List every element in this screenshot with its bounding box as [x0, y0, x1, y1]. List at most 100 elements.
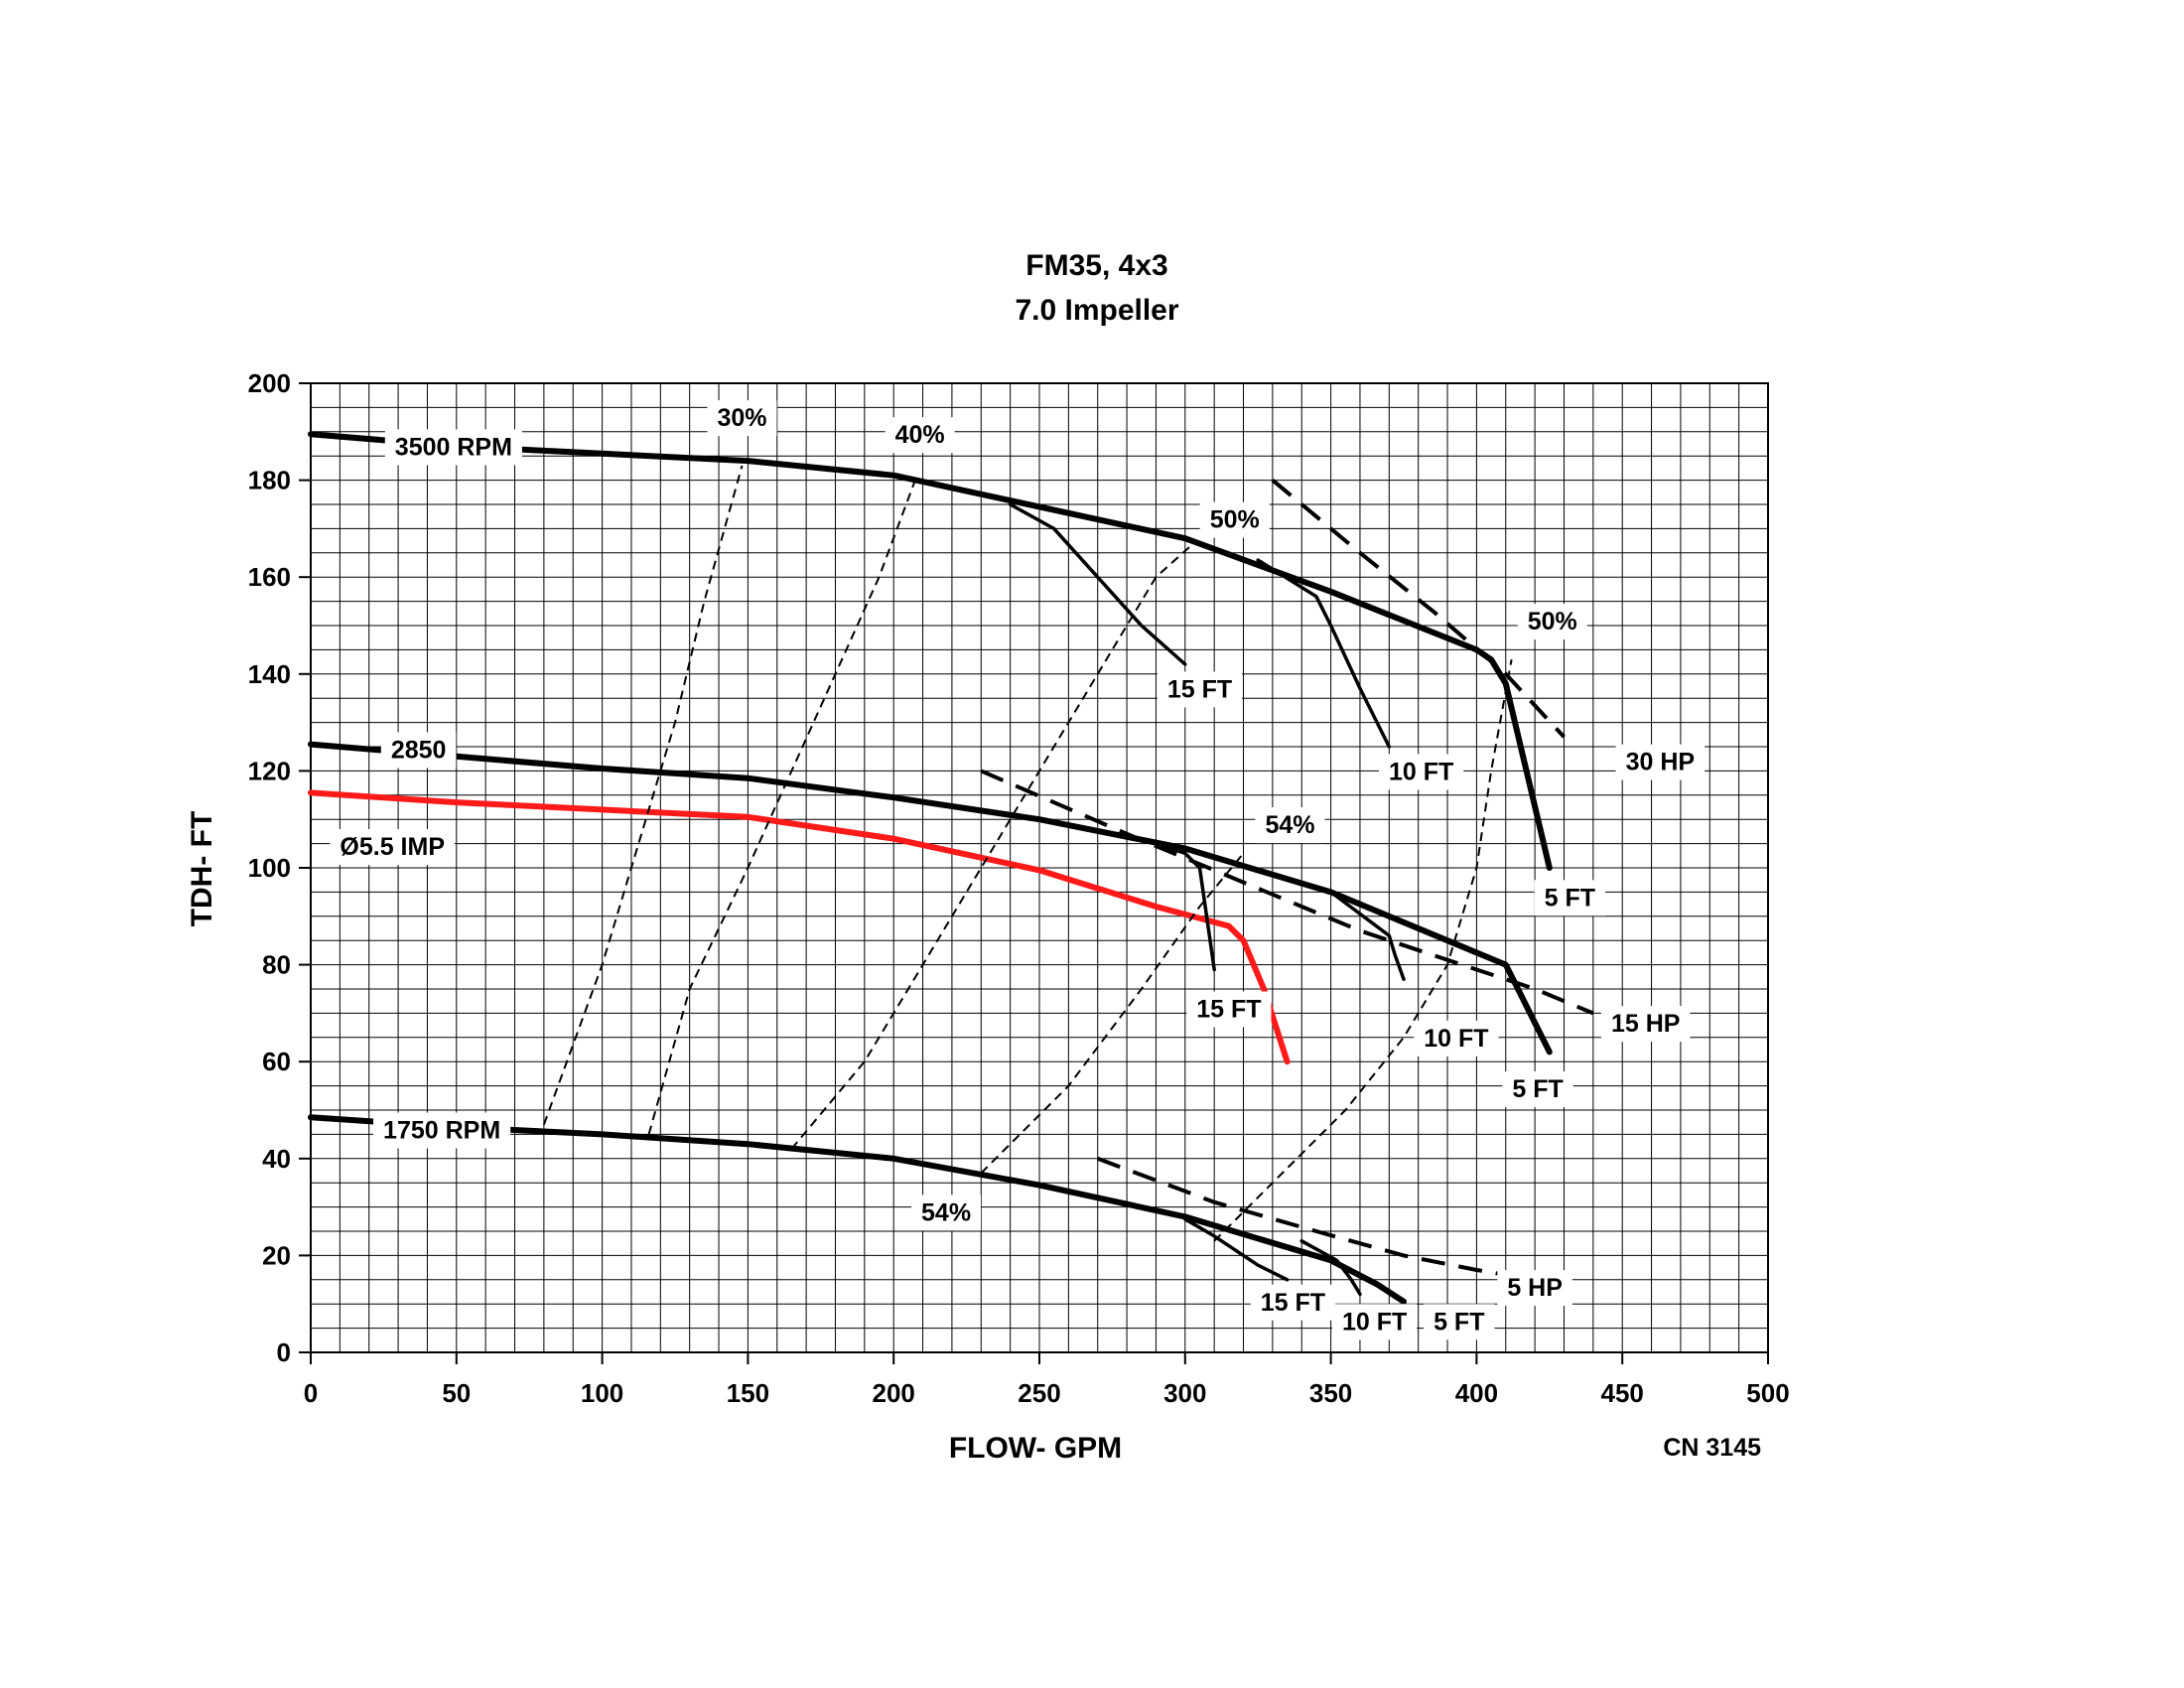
annotation-bg	[384, 429, 522, 466]
annotation-text: 30%	[718, 404, 767, 432]
y-tick-label: 60	[262, 1047, 291, 1076]
annotation-bg	[380, 732, 457, 769]
series-group	[308, 431, 1594, 1305]
annotation-bg	[1186, 991, 1272, 1028]
annotation-text: 15 FT	[1196, 996, 1261, 1024]
annotation-text: 5 FT	[1545, 884, 1595, 912]
annotation-label: 40%	[885, 417, 955, 454]
annotation-text: 54%	[921, 1198, 971, 1226]
annotation-bg	[911, 1195, 982, 1231]
annotation-bg	[885, 417, 955, 454]
annotation-label: 30 HP	[1615, 744, 1706, 780]
annotation-bg	[1250, 1284, 1336, 1321]
chart-title: FM35, 4x3	[1025, 249, 1167, 282]
annotation-text: 5 HP	[1507, 1274, 1563, 1302]
annotation-text: 30 HP	[1626, 749, 1695, 776]
annotation-text: 50%	[1210, 506, 1260, 534]
annotation-bg	[1331, 1304, 1418, 1340]
x-tick-label: 100	[581, 1378, 623, 1408]
annotation-bg	[330, 829, 456, 866]
series-line-4	[1008, 502, 1187, 666]
annotation-bg	[1502, 1071, 1573, 1108]
x-tick-label: 250	[1018, 1378, 1060, 1408]
annotation-text: 40%	[895, 421, 945, 449]
annotation-label: 15 HP	[1600, 1006, 1691, 1043]
y-tick-label: 20	[262, 1240, 291, 1270]
y-tick-label: 180	[248, 466, 291, 495]
series-line-9	[1299, 1239, 1362, 1297]
annotation-label: 10 FT	[1331, 1304, 1418, 1340]
annotation-label: 5 FT	[1534, 880, 1606, 916]
annotation-bg	[1497, 1270, 1572, 1307]
annotation-text: 15 FT	[1261, 1289, 1325, 1317]
annotation-text: 5 FT	[1433, 1308, 1484, 1336]
annotation-text: Ø5.5 IMP	[340, 833, 445, 861]
annotation-bg	[1517, 604, 1587, 640]
annotation-label: 5 FT	[1502, 1071, 1573, 1108]
y-tick-label: 200	[248, 368, 291, 398]
series-line-7	[1328, 890, 1406, 981]
x-axis-label: FLOW- GPM	[949, 1432, 1122, 1465]
series-line-15	[1271, 479, 1566, 739]
annotation-bg	[707, 400, 777, 437]
annotation-label: 5 HP	[1497, 1270, 1572, 1307]
x-tick-label: 150	[727, 1378, 769, 1408]
annotation-label: 54%	[1255, 807, 1325, 844]
series-2850	[308, 741, 1553, 1055]
series-line-12	[790, 542, 1195, 1150]
annotation-text: 10 FT	[1389, 758, 1453, 785]
annotation-label: 15 FT	[1250, 1284, 1336, 1321]
x-tick-label: 0	[304, 1378, 318, 1408]
x-tick-label: 50	[442, 1378, 471, 1408]
x-tick-label: 400	[1455, 1378, 1498, 1408]
y-tick-label: 80	[262, 950, 291, 980]
x-tick-label: 500	[1746, 1378, 1789, 1408]
annotation-text: 15 FT	[1167, 675, 1232, 703]
annotation-label: 54%	[911, 1195, 982, 1231]
series-line-5	[1256, 558, 1392, 749]
annotation-label: 10 FT	[1414, 1020, 1499, 1056]
annotation-bg	[1615, 744, 1706, 780]
annotation-bg	[1414, 1020, 1499, 1056]
x-tick-label: 200	[873, 1378, 915, 1408]
series-1750-rpm	[308, 1114, 1407, 1305]
y-axis-label: TDH- FT	[186, 811, 218, 927]
x-tick-label: 300	[1163, 1378, 1206, 1408]
annotation-label: 2850	[380, 732, 457, 769]
annotation-label: 1750 RPM	[373, 1112, 511, 1149]
annotation-label: Ø5.5 IMP	[330, 829, 456, 866]
series-line-13	[980, 852, 1245, 1175]
y-tick-label: 120	[248, 756, 291, 785]
axis-ticks: 0 50 100 150 200 250 300 350 400 450 500 0 20 40 60 80 1…	[248, 368, 1790, 1408]
annotation-text: 54%	[1265, 811, 1314, 839]
series--5-5-imp	[308, 789, 1291, 1065]
x-tick-label: 450	[1601, 1378, 1644, 1408]
y-tick-label: 100	[248, 853, 291, 883]
chart-code: CN 3145	[1663, 1434, 1761, 1462]
y-tick-label: 40	[262, 1144, 291, 1174]
annotation-bg	[1534, 880, 1606, 916]
y-tick-label: 140	[248, 659, 291, 689]
annotation-label: 5 FT	[1424, 1304, 1495, 1340]
x-tick-label: 350	[1309, 1378, 1352, 1408]
series-line-11	[647, 475, 918, 1135]
annotation-text: 10 FT	[1424, 1025, 1488, 1053]
annotations-group: 30% 40% 50% 50% 3500 RPM 15 FT 10 FT 30 HP 2850 Ø…	[330, 400, 1706, 1340]
annotation-bg	[1157, 671, 1243, 708]
annotation-label: 50%	[1517, 604, 1587, 640]
annotation-label: 10 FT	[1378, 754, 1464, 790]
annotation-text: 50%	[1528, 608, 1577, 635]
series-line-17	[1096, 1156, 1536, 1282]
annotation-bg	[1424, 1304, 1495, 1340]
annotation-bg	[1199, 501, 1270, 538]
annotation-label: 50%	[1199, 501, 1270, 538]
chart-subtitle: 7.0 Impeller	[1015, 294, 1178, 327]
annotation-label: 30%	[707, 400, 777, 437]
series-line-8	[1183, 1217, 1290, 1282]
annotation-text: 1750 RPM	[383, 1117, 500, 1145]
annotation-bg	[1255, 807, 1325, 844]
annotation-text: 3500 RPM	[395, 433, 512, 461]
y-tick-label: 0	[277, 1337, 291, 1367]
annotation-text: 2850	[391, 736, 447, 764]
